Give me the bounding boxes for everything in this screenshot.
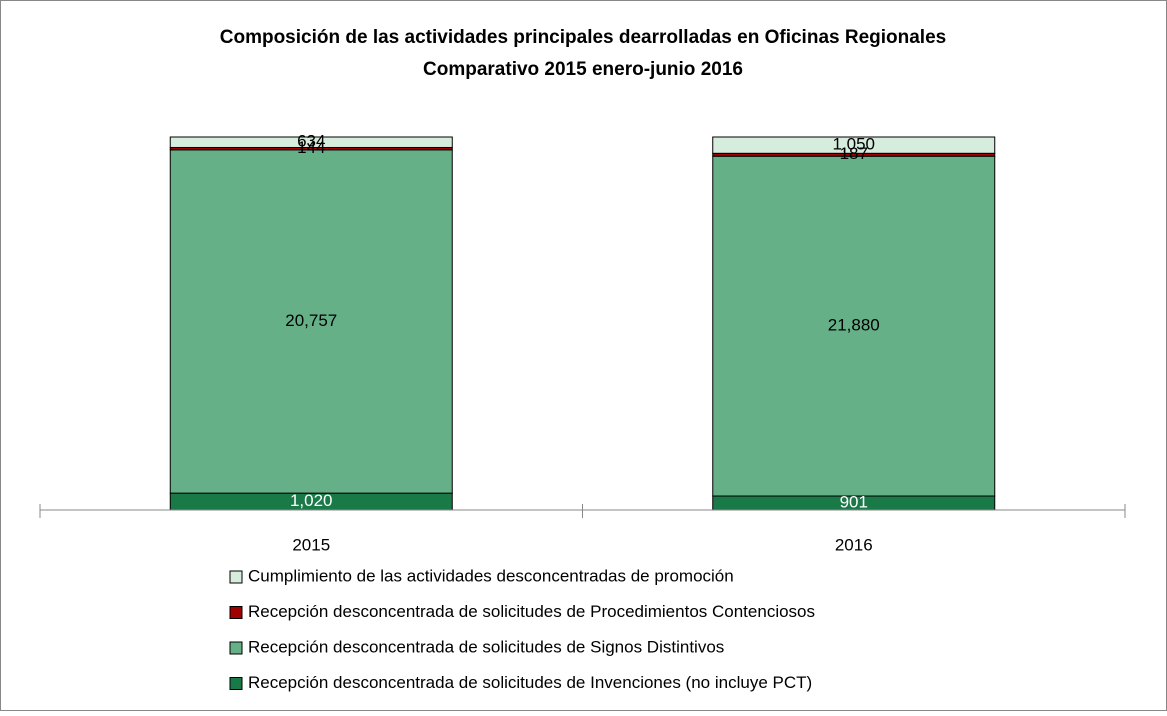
legend-label: Recepción desconcentrada de solicitudes … [248,673,812,692]
data-label: 144 [297,138,325,157]
legend-label: Cumplimiento de las actividades desconce… [248,566,734,585]
chart-title: Composición de las actividades principal… [220,27,946,48]
data-label: 901 [840,492,868,511]
bar-segment [712,136,996,154]
legend-label: Recepción desconcentrada de solicitudes … [248,637,724,656]
legend-swatch [229,570,243,584]
x-tick-label: 2015 [292,535,330,554]
x-tick-label: 2016 [835,535,873,554]
chart-subtitle: Comparativo 2015 enero-junio 2016 [423,59,743,80]
bar-segment [712,155,996,497]
data-label: 20,757 [285,311,337,330]
legend-swatch [229,641,243,655]
data-label: 21,880 [828,316,880,335]
legend-swatch [229,606,243,619]
data-label: 1,050 [832,135,875,154]
legend-swatch [229,677,243,690]
data-label: 634 [297,132,325,151]
data-label: 187 [840,144,868,163]
bar-segment [169,136,453,148]
legend-label: Recepción desconcentrada de solicitudes … [248,602,815,621]
data-label: 1,020 [290,491,333,510]
